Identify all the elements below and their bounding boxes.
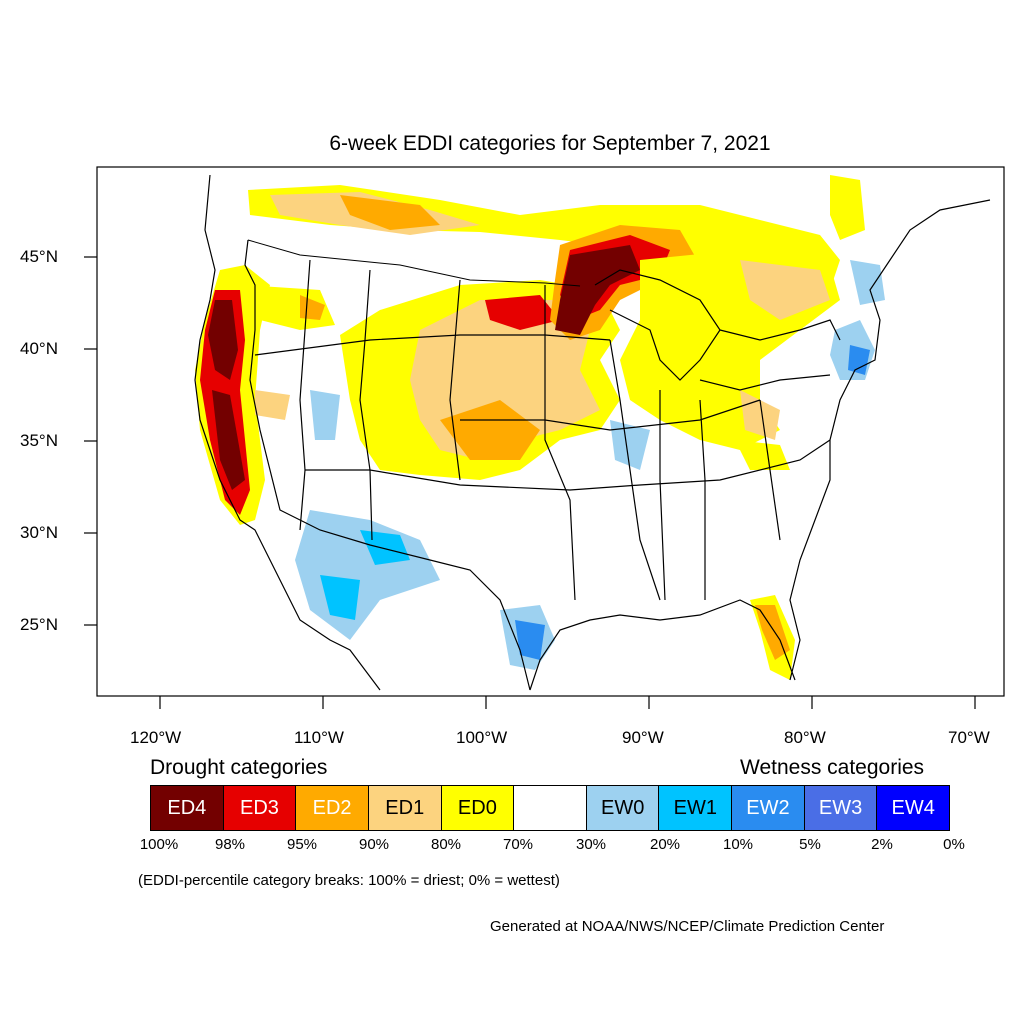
legend-cell-ed1: ED1 bbox=[368, 786, 442, 830]
percent-break: 100% bbox=[139, 836, 179, 853]
category-note: (EDDI-percentile category breaks: 100% =… bbox=[138, 872, 560, 889]
percent-break: 0% bbox=[943, 836, 965, 853]
legend-cell-ed3: ED3 bbox=[223, 786, 297, 830]
lat-label-35: 35°N bbox=[20, 431, 58, 450]
lat-label-30: 30°N bbox=[20, 523, 58, 542]
axis-ticks bbox=[84, 256, 976, 709]
percent-break: 95% bbox=[286, 836, 318, 853]
legend-cell-ew0: EW0 bbox=[586, 786, 660, 830]
percent-break: 80% bbox=[430, 836, 462, 853]
legend-cell-ed0: ED0 bbox=[441, 786, 515, 830]
lon-label-110: 110°W bbox=[294, 728, 344, 747]
category-legend: ED4 ED3 ED2 ED1 ED0 EW0 EW1 EW2 EW3 EW4 bbox=[150, 785, 950, 831]
lon-label-80: 80°W bbox=[784, 728, 826, 747]
percent-break: 30% bbox=[575, 836, 607, 853]
credit-line: Generated at NOAA/NWS/NCEP/Climate Predi… bbox=[490, 918, 885, 935]
lat-label-45: 45°N bbox=[20, 247, 58, 266]
drought-heading: Drought categories bbox=[150, 756, 328, 779]
legend-cell-ew3: EW3 bbox=[804, 786, 878, 830]
category-shading bbox=[195, 175, 885, 680]
legend-cell-ew4: EW4 bbox=[877, 786, 950, 830]
percent-break: 2% bbox=[871, 836, 893, 853]
wetness-heading: Wetness categories bbox=[740, 756, 925, 779]
lon-label-100: 100°W bbox=[456, 728, 508, 747]
lon-label-90: 90°W bbox=[622, 728, 664, 747]
percent-break: 20% bbox=[649, 836, 681, 853]
boundaries bbox=[194, 174, 991, 691]
lat-label-40: 40°N bbox=[20, 339, 58, 358]
lon-label-120: 120°W bbox=[130, 728, 182, 747]
lon-label-70: 70°W bbox=[948, 728, 990, 747]
legend-cell-normal bbox=[514, 786, 587, 830]
legend-cell-ed4: ED4 bbox=[151, 786, 224, 830]
percent-break: 98% bbox=[214, 836, 246, 853]
map-title: 6-week EDDI categories for September 7, … bbox=[329, 132, 771, 155]
percent-break: 5% bbox=[799, 836, 821, 853]
percent-break: 90% bbox=[358, 836, 390, 853]
legend-cell-ew2: EW2 bbox=[732, 786, 805, 830]
percent-break: 10% bbox=[722, 836, 754, 853]
legend-cell-ew1: EW1 bbox=[659, 786, 733, 830]
percent-break: 70% bbox=[502, 836, 534, 853]
map-frame bbox=[96, 166, 1005, 697]
legend-cell-ed2: ED2 bbox=[296, 786, 369, 830]
lat-label-25: 25°N bbox=[20, 615, 58, 634]
